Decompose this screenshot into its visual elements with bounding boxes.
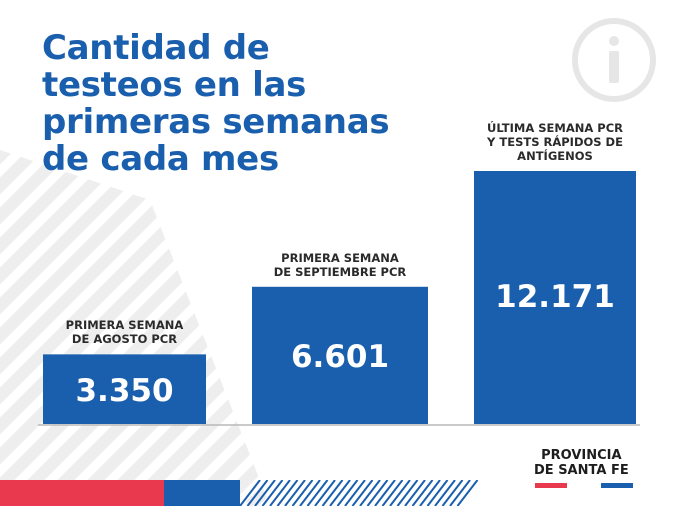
value-label-1: 3.350 <box>75 373 174 410</box>
value-label-3: 12.171 <box>495 279 615 315</box>
category-label-line: Y TESTS RÁPIDOS DE <box>487 135 623 149</box>
bar-1 <box>43 354 206 424</box>
category-label-line: PRIMERA SEMANA <box>65 318 184 333</box>
category-label-line: ÚLTIMA SEMANA PCR <box>487 121 623 135</box>
page-title: Cantidad de testeos en las primeras sema… <box>42 28 390 179</box>
info-icon <box>572 18 656 102</box>
bar-2 <box>252 286 428 424</box>
brand-line-1: PROVINCIA <box>541 448 622 463</box>
brand-logo: PROVINCIA DE SANTA FE <box>534 448 629 478</box>
brand-accent-red <box>535 483 567 488</box>
title-line: testeos en las <box>42 65 307 105</box>
title-line: de cada mes <box>42 139 279 179</box>
category-label-line: DE SEPTIEMBRE PCR <box>273 264 407 279</box>
value-label-2: 6.601 <box>290 339 390 376</box>
brand-accent-blue <box>601 483 633 488</box>
category-label-3: ÚLTIMA SEMANA PCR Y TESTS RÁPIDOS DE ANTÍG… <box>454 121 656 163</box>
brand-line-2: DE SANTA FE <box>534 463 629 478</box>
title-line: primeras semanas <box>42 102 390 142</box>
title-line: Cantidad de <box>42 28 270 68</box>
category-label-1: PRIMERA SEMANA DE AGOSTO PCR <box>23 318 226 346</box>
category-label-2: PRIMERA SEMANA DE SEPTIEMBRE PCR <box>232 251 448 279</box>
category-label-line: PRIMERA SEMANA <box>281 250 399 265</box>
category-label-line: DE AGOSTO PCR <box>71 332 178 347</box>
footer-band <box>0 480 479 506</box>
bar-3 <box>474 171 636 424</box>
category-label-line: ANTÍGENOS <box>517 149 593 163</box>
